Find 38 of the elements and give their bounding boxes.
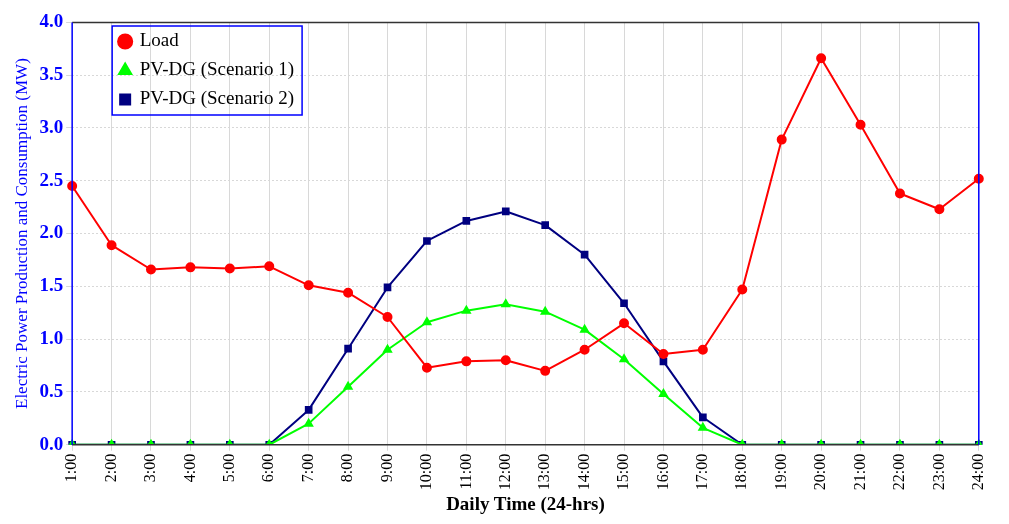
x-tick-label: 22:00 bbox=[890, 453, 908, 491]
x-tick-label: 8:00 bbox=[338, 453, 356, 483]
x-tick-label: 19:00 bbox=[771, 453, 789, 491]
x-tick-label: 3:00 bbox=[141, 453, 159, 483]
y-tick-label: 3.5 bbox=[39, 63, 64, 85]
x-tick-label: 10:00 bbox=[417, 453, 435, 491]
x-tick-label: 7:00 bbox=[298, 453, 316, 483]
y-axis-title: Electric Power Production and Consumption (MW) bbox=[11, 58, 31, 409]
x-tick-label: 14:00 bbox=[574, 453, 592, 491]
x-tick-label: 5:00 bbox=[220, 453, 238, 483]
y-tick-label: 1.0 bbox=[39, 327, 64, 349]
y-tick-label: 3.0 bbox=[39, 115, 64, 137]
x-tick-label: 1:00 bbox=[62, 453, 80, 483]
x-tick-label: 16:00 bbox=[653, 453, 671, 491]
y-tick-label: 1.5 bbox=[39, 274, 64, 296]
x-tick-label: 21:00 bbox=[850, 453, 868, 491]
x-tick-label: 17:00 bbox=[693, 453, 711, 491]
x-tick-label: 15:00 bbox=[614, 453, 632, 491]
x-tick-label: 11:00 bbox=[456, 453, 474, 490]
legend-label: PV-DG (Scenario 2) bbox=[139, 87, 295, 110]
x-tick-label: 2:00 bbox=[101, 453, 119, 483]
x-tick-label: 13:00 bbox=[535, 453, 553, 491]
x-tick-label: 12:00 bbox=[495, 453, 513, 491]
y-tick-label: 0.5 bbox=[39, 379, 64, 401]
legend-label: Load bbox=[139, 29, 180, 51]
x-tick-label: 24:00 bbox=[969, 453, 986, 491]
x-tick-label: 20:00 bbox=[811, 453, 829, 491]
y-tick-label: 0.0 bbox=[39, 432, 64, 454]
x-axis-title: Daily Time (24-hrs) bbox=[446, 492, 605, 515]
x-tick-label: 18:00 bbox=[732, 453, 750, 491]
legend-label: PV-DG (Scenario 1) bbox=[139, 58, 295, 81]
x-tick-label: 23:00 bbox=[929, 453, 947, 491]
x-tick-label: 9:00 bbox=[377, 453, 395, 483]
x-tick-label: 4:00 bbox=[180, 453, 198, 483]
y-tick-label: 2.5 bbox=[39, 168, 64, 190]
y-tick-label: 2.0 bbox=[39, 221, 64, 243]
y-tick-label: 4.0 bbox=[39, 10, 64, 32]
x-tick-label: 6:00 bbox=[259, 453, 277, 483]
